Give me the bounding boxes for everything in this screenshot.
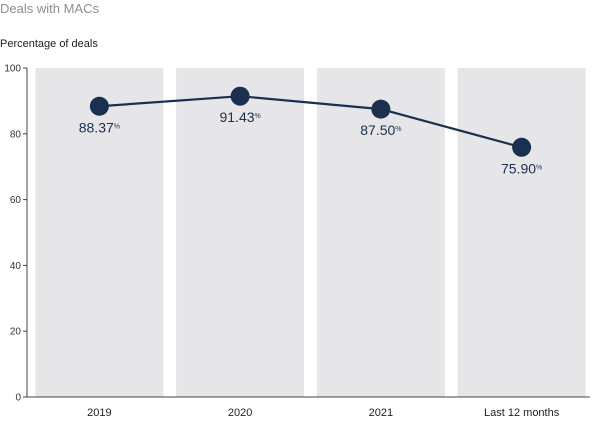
x-tick-label: Last 12 months [484,407,560,419]
category-band [35,68,164,397]
x-tick-label: 2020 [228,407,252,419]
y-tick-label: 60 [10,195,22,206]
y-tick-label: 80 [10,129,22,140]
data-point [230,86,250,106]
x-tick-label: 2021 [369,407,393,419]
category-band [176,68,305,397]
y-axis-label: Percentage of deals [0,38,98,50]
x-tick-label: 2019 [87,407,111,419]
data-point [371,99,391,119]
y-tick-label: 100 [4,64,21,75]
chart-title: Deals with MACs [0,1,99,16]
data-label: 91.43% [219,109,260,125]
category-band [457,68,586,397]
data-point [512,137,532,157]
data-label: 87.50% [360,122,401,138]
data-label: 75.90% [501,160,542,176]
series-line [99,95,522,149]
y-tick-label: 40 [10,261,22,272]
data-label: 88.37% [79,119,120,135]
category-band [316,68,445,397]
y-tick-label: 20 [10,327,22,338]
y-tick-label: 0 [15,393,21,404]
data-point [89,96,109,116]
